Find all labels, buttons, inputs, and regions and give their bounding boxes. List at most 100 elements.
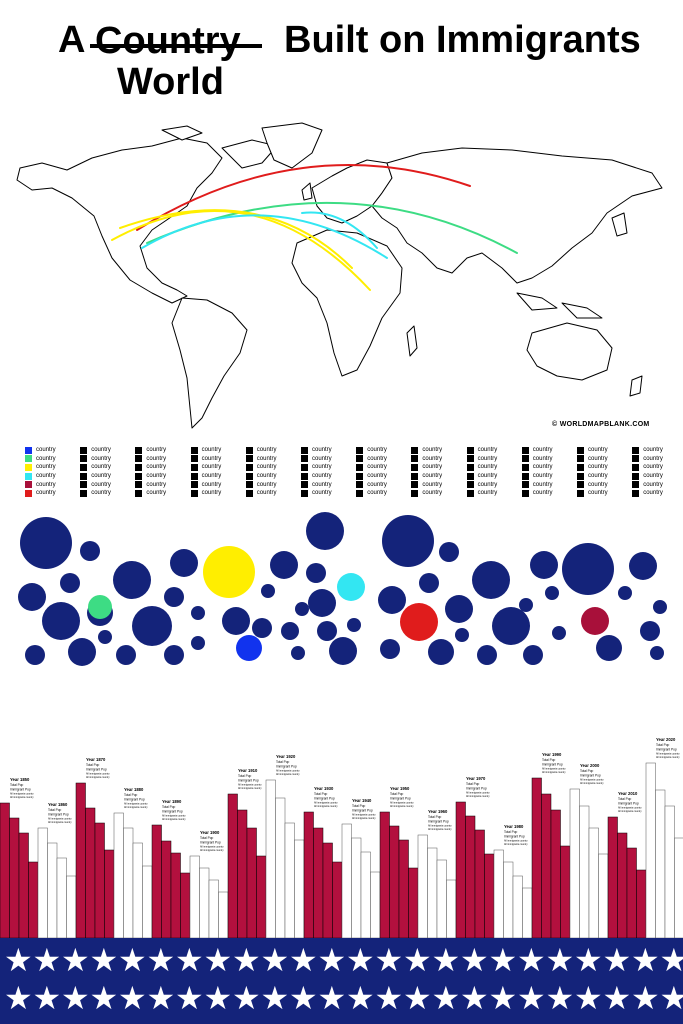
legend-swatch [301,489,308,497]
bar-group-label: All immigrants country [656,756,680,759]
legend-label: country [477,481,498,488]
bar-group-label: All immigrants country [504,843,528,846]
flag-star: ★ [488,942,518,978]
bar-group-label: Total Pop [352,804,366,808]
bar-group-label: Total Pop [48,808,62,812]
population-bar [284,822,295,939]
legend-item: country [190,489,246,498]
bubble [562,543,614,595]
legend-item: country [356,463,411,472]
legend-item: country [190,455,246,464]
population-bar [9,817,20,939]
bubble [18,583,46,611]
bubble [317,621,337,641]
bubble [116,645,136,665]
migration-arc-yellow-2 [119,209,353,269]
flag-star: ★ [631,942,660,978]
population-bar [588,827,599,939]
legend-item: country [466,480,522,489]
bar-group-label: Year 1850 [10,777,30,782]
legend-swatch [25,481,32,489]
legend-label: country [532,464,553,471]
bar-group-label: Immigrant Pop [618,801,639,805]
bar-group-label: All immigrants country [200,846,224,849]
population-bar [531,777,542,939]
bubble [25,645,45,665]
flag-star: ★ [232,942,261,978]
legend-label: country [36,481,56,488]
legend-item: country [245,463,301,472]
flag-star: ★ [175,980,204,1016]
population-bar [446,879,457,939]
bubble [113,561,151,599]
legend-swatch [301,446,308,454]
population-bar [170,852,181,939]
legend-swatch [190,472,198,480]
bar-group-label: Immigrant Pop [314,796,335,800]
bar-group-label: All immigrants country [314,805,338,808]
legend-swatch [466,455,474,463]
bar-group-label: Immigrant Pop [10,787,31,791]
legend-swatch [135,489,143,497]
bar-group-label: Total Pop [162,805,176,809]
bar-group-label: All immigrants country [162,815,186,818]
bubble [306,563,326,583]
bubble-cluster [18,512,667,666]
population-bar [161,840,172,939]
population-bar [417,834,428,939]
bubble [455,628,469,642]
population-bar [256,855,267,939]
bar-group-label: Year 1970 [466,776,486,781]
color-legend: country country country country country count… [0,446,683,502]
flag-star: ★ [574,980,603,1016]
population-bar [227,793,238,939]
bar-group-label: Immigrant Pop [390,796,411,800]
bubble [191,636,205,650]
africa-shape [291,229,403,377]
bubble [291,646,305,660]
legend-item: country [577,446,632,455]
legend-label: country [367,481,387,488]
legend-label: country [91,447,111,454]
flag-star: ★ [61,942,90,978]
legend-swatch [301,481,308,489]
legend-swatch [190,489,198,497]
bar-group-label: Immigrant Pop [276,764,297,768]
legend-label: country [422,473,443,480]
legend-label: country [532,490,553,497]
legend-swatch [577,489,584,497]
legend-item: country [80,480,135,489]
population-bar [645,762,656,939]
bar-group-label: Immigrant Pop [86,767,107,771]
bar-group-label: Total Pop [314,792,328,796]
flag-star: ★ [175,942,204,978]
legend-label: country [312,455,332,462]
legend-label: country [201,473,222,480]
bar-group-label: All immigrants country [580,782,604,785]
title-prefix: A [58,19,86,61]
legend-item: country [411,463,466,472]
legend-label: country [532,455,553,462]
bar-group-label: All immigrants country [618,807,642,810]
population-bar [104,849,115,939]
legend-item: country [577,480,632,489]
legend-swatch [190,455,198,463]
legend-label: country [477,455,498,462]
legend-item: country [190,463,246,472]
bar-group-label: All immigrants country [124,803,148,806]
legend-label: country [201,481,222,488]
bar-group-label: Total Pop [124,793,138,797]
legend-label: country [146,473,167,480]
flag-star: ★ [89,980,119,1016]
legend-swatch [577,472,584,480]
legend-swatch [411,489,419,497]
bar-group-label: Year 1920 [276,754,296,759]
bubble [306,512,344,550]
legend-label: country [146,455,167,462]
legend-label: country [36,473,56,480]
australia-shape [526,322,613,381]
legend-item: country [632,446,683,455]
